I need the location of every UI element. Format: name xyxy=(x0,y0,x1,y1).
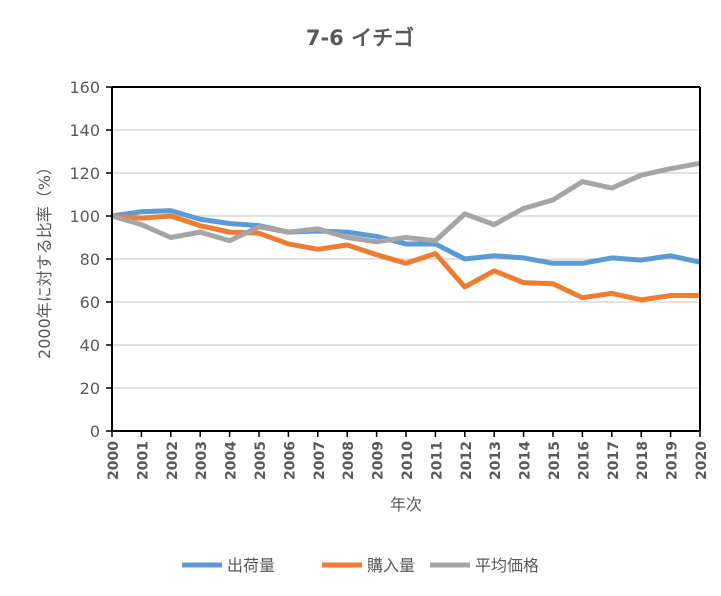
y-tick-label: 20 xyxy=(80,379,100,398)
x-tick-label: 2007 xyxy=(312,441,328,480)
x-tick-label: 2001 xyxy=(135,441,151,480)
legend-label: 購入量 xyxy=(367,556,415,575)
x-tick-label: 2003 xyxy=(194,441,210,480)
x-tick-label: 2004 xyxy=(224,441,240,480)
x-tick-label: 2010 xyxy=(400,441,416,480)
x-tick-label: 2000 xyxy=(106,441,122,480)
y-tick-label: 60 xyxy=(80,293,100,312)
legend-label: 出荷量 xyxy=(227,556,275,575)
x-tick-label: 2013 xyxy=(488,441,504,480)
y-tick-label: 40 xyxy=(80,336,100,355)
x-tick-label: 2014 xyxy=(518,441,534,480)
x-tick-label: 2019 xyxy=(665,441,681,480)
x-tick-label: 2008 xyxy=(341,441,357,480)
series-line-1 xyxy=(111,213,700,303)
y-tick-label: 0 xyxy=(90,422,100,441)
y-tick-label: 160 xyxy=(69,78,100,97)
y-tick-label: 120 xyxy=(69,164,100,183)
x-axis-label: 年次 xyxy=(390,495,422,514)
series-line-0 xyxy=(111,208,701,266)
x-tick-label: 2017 xyxy=(606,441,622,480)
y-tick-label: 80 xyxy=(80,250,100,269)
x-tick-label: 2016 xyxy=(576,441,592,480)
x-tick-label: 2005 xyxy=(253,441,269,480)
x-tick-label: 2012 xyxy=(459,441,475,480)
y-axis-label: 2000年に対する比率（%） xyxy=(35,159,54,359)
x-tick-label: 2015 xyxy=(547,441,563,480)
series-line-2 xyxy=(111,160,701,245)
x-tick-label: 2002 xyxy=(165,441,181,480)
chart-title: 7-6 イチゴ xyxy=(306,26,414,50)
x-tick-label: 2009 xyxy=(371,441,387,480)
legend-label: 平均価格 xyxy=(475,556,539,575)
y-tick-label: 140 xyxy=(69,121,100,140)
x-tick-label: 2020 xyxy=(694,441,710,480)
x-tick-label: 2006 xyxy=(282,441,298,480)
y-tick-label: 100 xyxy=(69,207,100,226)
x-tick-label: 2018 xyxy=(635,441,651,480)
x-tick-label: 2011 xyxy=(429,441,445,480)
